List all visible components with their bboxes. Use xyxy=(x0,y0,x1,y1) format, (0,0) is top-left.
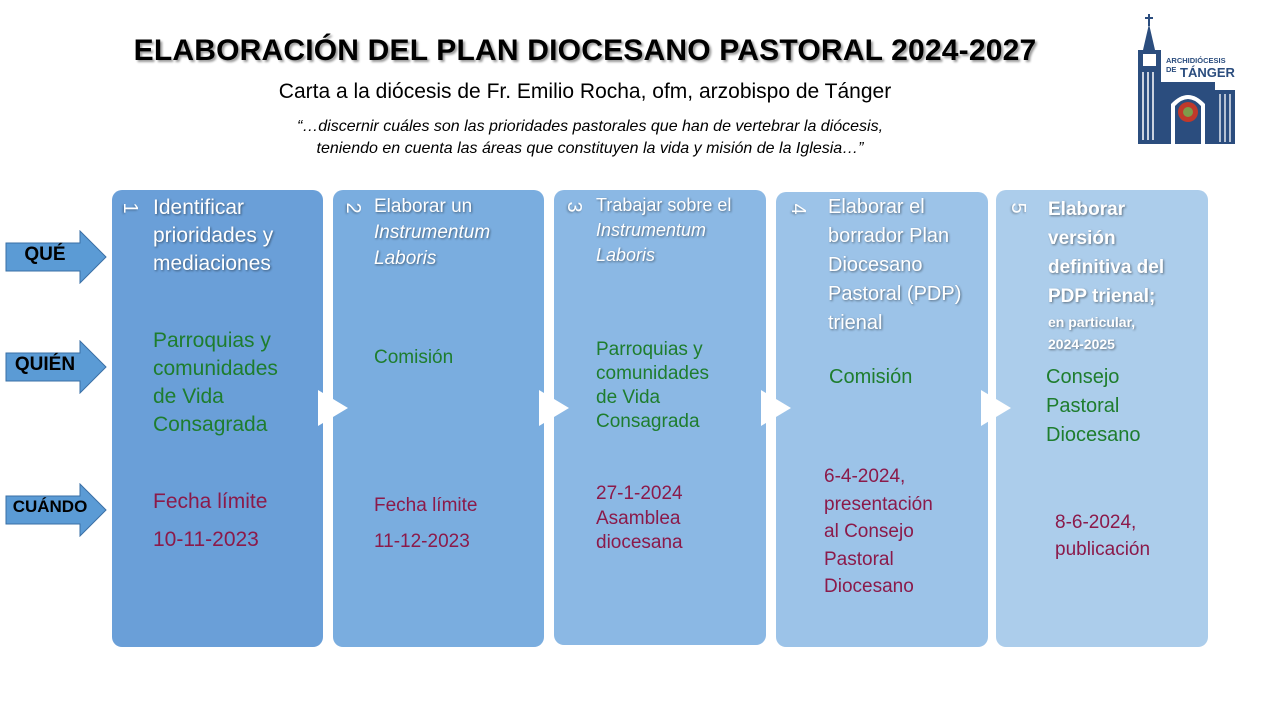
right-arrow-icon xyxy=(5,340,107,394)
step-card-5 xyxy=(996,190,1208,647)
step-when: 6-4-2024, presentación al Consejo Pastor… xyxy=(824,466,933,597)
step-who: Consejo Pastoral Diocesano xyxy=(1046,366,1141,446)
step-card-1 xyxy=(112,190,323,647)
step-card-2 xyxy=(333,190,544,647)
flow-arrow-icon xyxy=(539,390,569,426)
step-when: 27-1-2024 Asamblea diocesana xyxy=(596,483,683,553)
step-what: Identificar prioridades y mediaciones xyxy=(153,196,274,275)
step-what: Elaborar versión definitiva del PDP trie… xyxy=(1048,199,1165,307)
step-card-4 xyxy=(776,192,988,647)
step-who: Comisión xyxy=(374,347,454,368)
row-label-que: QUÉ xyxy=(5,230,107,284)
row-label-text: CUÁNDO xyxy=(12,497,88,516)
logo-line2: TÁNGER xyxy=(1180,65,1235,80)
step-who: Comisión xyxy=(829,366,913,388)
step-when-date: 10-11-2023 xyxy=(153,528,259,551)
flow-arrow-icon xyxy=(981,390,1011,426)
slide-subtitle: Carta a la diócesis de Fr. Emilio Rocha,… xyxy=(278,80,892,103)
flow-arrow-icon xyxy=(318,390,348,426)
slide-title: ELABORACIÓN DEL PLAN DIOCESANO PASTORAL … xyxy=(133,34,1037,67)
step-number: 5 xyxy=(1007,202,1029,214)
row-label-text: QUÉ xyxy=(24,244,66,265)
row-label-text: QUIÉN xyxy=(14,354,76,375)
row-label-quien: QUIÉN xyxy=(5,340,107,394)
flow-arrow-icon xyxy=(761,390,791,426)
step-who: Parroquias y comunidades de Vida Consagr… xyxy=(153,329,278,436)
step-what-detail: en particular, 2024-2025 xyxy=(1048,314,1136,352)
step-number: 2 xyxy=(342,202,364,214)
slide-quote: “…discernir cuáles son las prioridades p… xyxy=(296,118,884,157)
step-number: 4 xyxy=(787,203,809,215)
right-arrow-icon xyxy=(5,483,107,537)
archdiocese-logo: ARCHIDIÓCESIS DE TÁNGER xyxy=(1108,12,1238,146)
step-when-date: 11-12-2023 xyxy=(374,531,470,552)
step-what-italic: Instrumentum Laboris xyxy=(596,220,707,265)
step-what: Elaborar un xyxy=(374,196,473,217)
step-number: 3 xyxy=(563,201,585,213)
logo-line1: ARCHIDIÓCESIS DE xyxy=(1166,56,1226,74)
step-what: Trabajar sobre el xyxy=(596,195,732,215)
step-who: Parroquias y comunidades de Vida Consagr… xyxy=(596,339,710,432)
step-what-italic: Instrumentum Laboris xyxy=(374,222,491,269)
step-when: 8-6-2024, publicación xyxy=(1055,512,1151,560)
step-card-3 xyxy=(554,190,766,645)
step-what: Elaborar el borrador Plan Diocesano Past… xyxy=(828,196,962,334)
step-when-label: Fecha límite xyxy=(153,490,268,513)
step-number: 1 xyxy=(119,202,141,214)
row-label-cuando: CUÁNDO xyxy=(5,483,107,537)
step-when-label: Fecha límite xyxy=(374,495,478,516)
right-arrow-icon xyxy=(5,230,107,284)
cathedral-icon xyxy=(1138,14,1235,144)
